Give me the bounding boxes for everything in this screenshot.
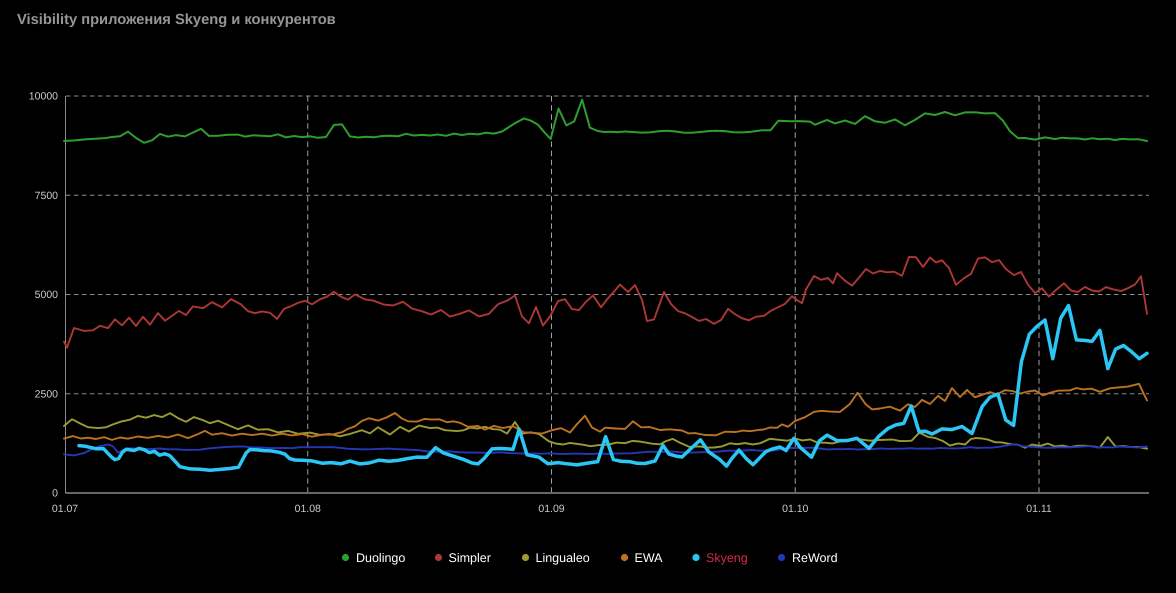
svg-text:Skyeng: Skyeng [706,551,748,565]
svg-text:10000: 10000 [29,91,58,103]
svg-text:5000: 5000 [35,289,59,301]
svg-text:Duolingo: Duolingo [356,551,405,565]
svg-text:01.11: 01.11 [1026,503,1052,515]
svg-text:01.09: 01.09 [538,503,564,515]
svg-text:ReWord: ReWord [792,551,838,565]
svg-text:Lingualeo: Lingualeo [536,551,590,565]
svg-text:EWA: EWA [635,551,664,565]
svg-text:7500: 7500 [35,190,59,202]
svg-text:01.10: 01.10 [782,503,808,515]
svg-text:2500: 2500 [35,388,59,400]
svg-text:01.07: 01.07 [52,503,78,515]
svg-text:01.08: 01.08 [295,503,321,515]
svg-text:0: 0 [52,488,58,500]
svg-text:Simpler: Simpler [449,551,491,565]
svg-text:Visibility приложения Skyeng и: Visibility приложения Skyeng и конкурент… [17,12,336,28]
